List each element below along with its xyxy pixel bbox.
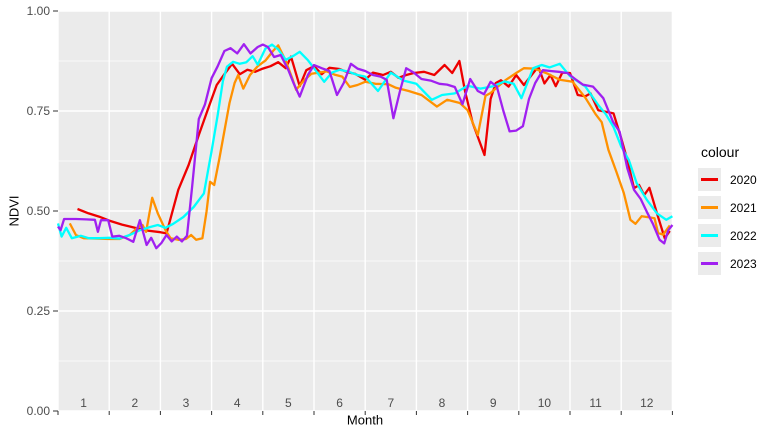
series-line-2020	[77, 55, 671, 240]
y-tick-label: 0.25	[27, 304, 51, 318]
x-tick-label: 1	[80, 396, 87, 410]
legend-line-swatch	[701, 178, 718, 181]
legend-line-swatch	[701, 234, 718, 237]
x-axis-title: Month	[346, 412, 384, 428]
y-tick-label: 0.00	[27, 404, 51, 418]
x-tick-label: 10	[538, 396, 552, 410]
legend-entry-2022: 2022	[698, 224, 757, 247]
legend-entry-2020: 2020	[698, 168, 757, 191]
series-line-2022	[56, 43, 673, 240]
legend-label: 2023	[730, 256, 757, 271]
x-tick-label: 5	[285, 396, 292, 410]
legend: colour 2020 2021 2022 2023	[698, 144, 757, 280]
x-tick-label: 7	[387, 396, 394, 410]
y-tick-label: 0.75	[27, 104, 51, 118]
legend-entry-2021: 2021	[698, 196, 757, 219]
legend-line-swatch	[701, 206, 718, 209]
legend-label: 2020	[730, 172, 757, 187]
x-tick-label: 6	[336, 396, 343, 410]
x-tick-label: 3	[183, 396, 190, 410]
y-tick-label: 1.00	[27, 4, 51, 18]
legend-key-2021	[698, 196, 721, 219]
x-tick-label: 12	[640, 396, 654, 410]
x-tick-label: 8	[439, 396, 446, 410]
legend-key-2020	[698, 168, 721, 191]
x-tick-label: 2	[131, 396, 138, 410]
legend-entries: 2020 2021 2022 2023	[698, 168, 757, 275]
legend-key-2022	[698, 224, 721, 247]
y-axis-title: NDVI	[6, 195, 22, 227]
x-tick-label: 4	[234, 396, 241, 410]
x-tick-label: 11	[589, 396, 602, 410]
x-tick-label: 9	[490, 396, 497, 410]
legend-label: 2022	[730, 228, 757, 243]
legend-title: colour	[701, 144, 740, 160]
legend-line-swatch	[701, 262, 718, 265]
legend-label: 2021	[730, 200, 757, 215]
y-tick-label: 0.50	[27, 204, 51, 218]
series-line-2023	[57, 43, 674, 250]
series-line-2021	[68, 44, 671, 241]
legend-entry-2023: 2023	[698, 252, 757, 275]
legend-key-2023	[698, 252, 721, 275]
